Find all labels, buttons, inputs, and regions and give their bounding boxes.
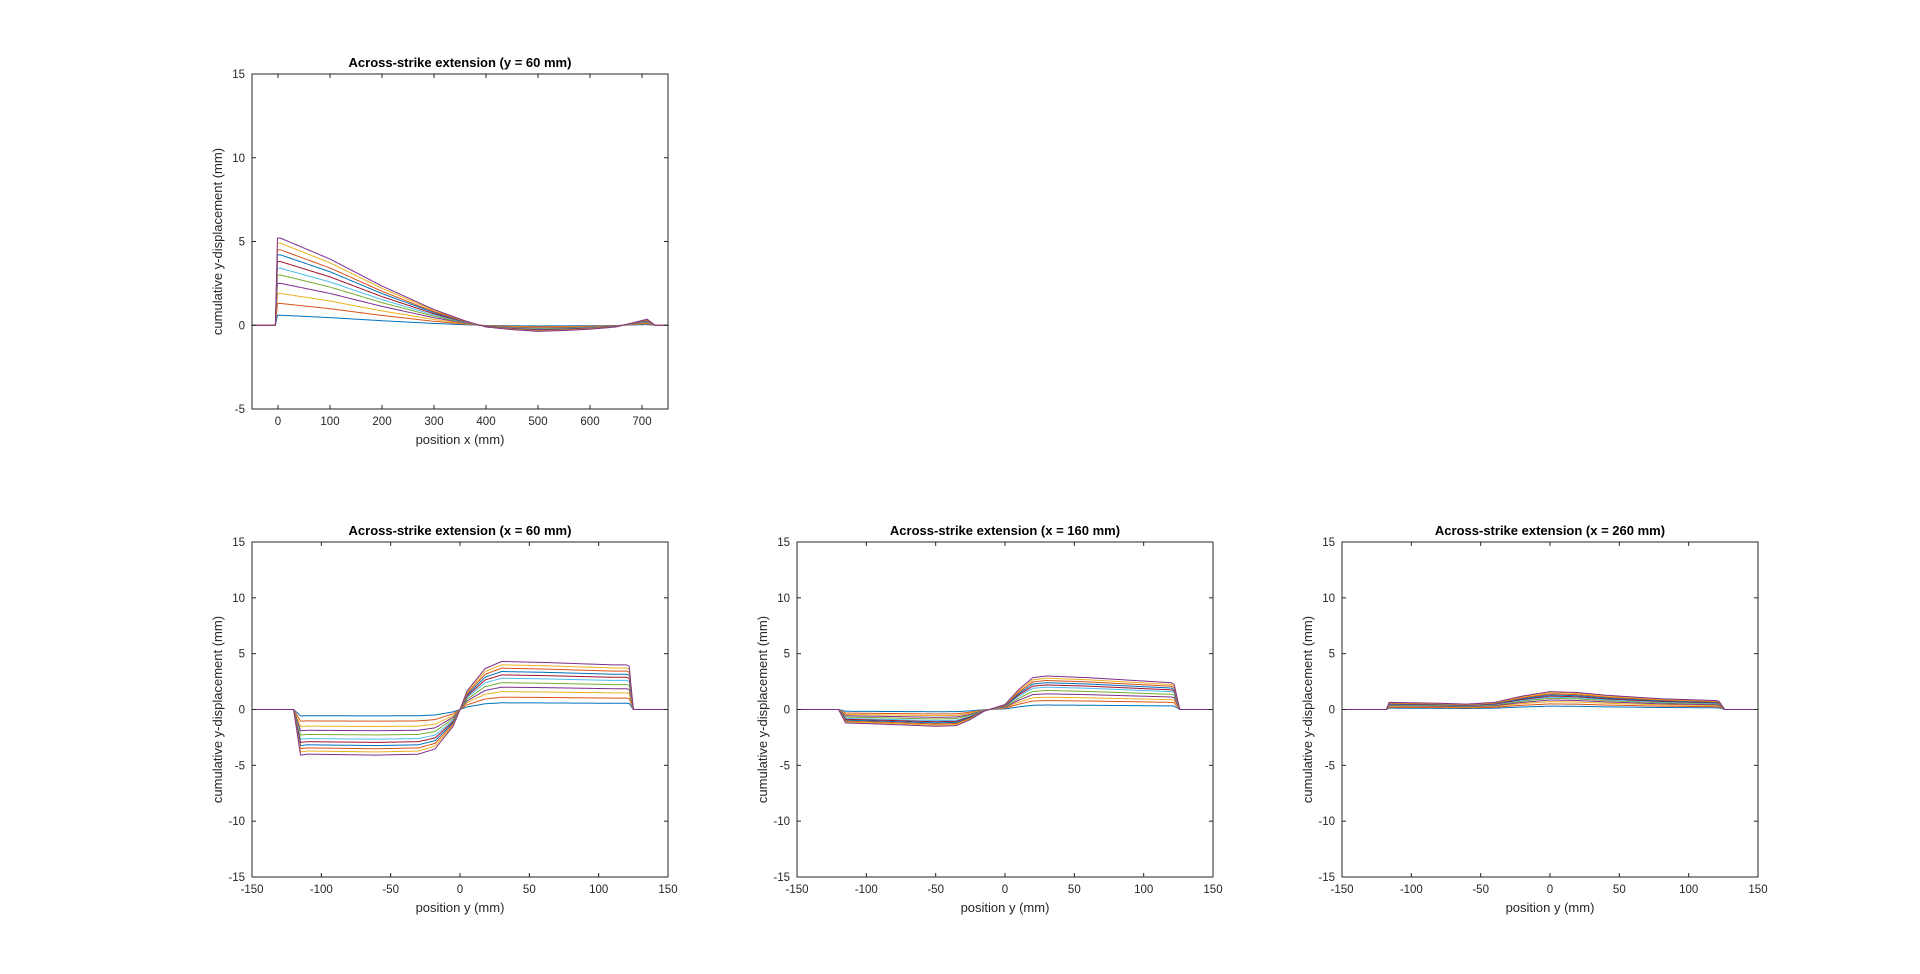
x-tick-label: 100 <box>320 416 339 428</box>
x-tick-label: 100 <box>589 884 608 896</box>
y-tick-label: -15 <box>773 872 790 884</box>
chart-4: -150 -100 -50 0 50 100 150-15-10-5051015Across… <box>1300 523 1768 915</box>
y-tick-label: 5 <box>239 649 245 661</box>
series-line-3 <box>797 696 1213 717</box>
plot-area <box>1342 542 1758 877</box>
chart-title: Across-strike extension (x = 260 mm) <box>1435 523 1665 538</box>
series-line-1 <box>1342 705 1758 710</box>
x-tick-label: 400 <box>476 416 495 428</box>
y-tick-label: 10 <box>1322 593 1335 605</box>
x-tick-label: -100 <box>1400 884 1423 896</box>
y-axis-label: cumulative y-displacement (mm) <box>755 616 770 803</box>
x-tick-label: 200 <box>372 416 391 428</box>
x-tick-label: 0 <box>1002 884 1008 896</box>
series-line-3 <box>1342 701 1758 710</box>
y-tick-label: 15 <box>777 537 790 549</box>
x-tick-label: -50 <box>382 884 399 896</box>
series-line-1 <box>797 704 1213 713</box>
x-tick-label: -150 <box>785 884 808 896</box>
y-tick-label: 0 <box>239 320 245 332</box>
x-tick-label: 100 <box>1134 884 1153 896</box>
y-tick-label: -5 <box>780 760 790 772</box>
series-line-11 <box>252 660 668 756</box>
y-tick-label: -10 <box>773 816 790 828</box>
y-axis-label: cumulative y-displacement (mm) <box>1300 616 1315 803</box>
plot-area <box>252 74 668 409</box>
x-tick-label: 50 <box>1613 884 1626 896</box>
x-axis-label: position y (mm) <box>961 900 1050 915</box>
x-tick-label: 150 <box>658 884 677 896</box>
y-axis-label: cumulative y-displacement (mm) <box>210 148 225 335</box>
x-tick-label: 700 <box>632 416 651 428</box>
x-tick-label: 150 <box>1203 884 1222 896</box>
x-tick-label: -50 <box>1472 884 1489 896</box>
y-tick-label: -15 <box>1318 872 1335 884</box>
x-tick-label: 600 <box>580 416 599 428</box>
chart-title: Across-strike extension (y = 60 mm) <box>349 55 572 70</box>
x-tick-label: -100 <box>310 884 333 896</box>
x-tick-label: 0 <box>275 416 281 428</box>
y-tick-label: 5 <box>1329 649 1335 661</box>
y-tick-label: 15 <box>1322 537 1335 549</box>
x-axis-label: position x (mm) <box>416 432 505 447</box>
x-tick-label: 50 <box>1068 884 1081 896</box>
x-tick-label: 100 <box>1679 884 1698 896</box>
plot-area <box>797 542 1213 877</box>
y-tick-label: 10 <box>232 593 245 605</box>
y-tick-label: 0 <box>784 705 790 717</box>
chart-3: -150 -100 -50 0 50 100 150-15-10-5051015Across… <box>755 523 1223 915</box>
series-line-4 <box>797 693 1213 718</box>
y-tick-label: 10 <box>777 593 790 605</box>
x-tick-label: -50 <box>927 884 944 896</box>
y-tick-label: 5 <box>784 649 790 661</box>
y-tick-label: -5 <box>235 760 245 772</box>
y-tick-label: 5 <box>239 237 245 249</box>
x-tick-label: -150 <box>1330 884 1353 896</box>
y-tick-label: 15 <box>232 69 245 81</box>
y-tick-label: -5 <box>235 404 245 416</box>
x-tick-label: 300 <box>424 416 443 428</box>
series-line-11 <box>1342 691 1758 710</box>
y-tick-label: 0 <box>1329 705 1335 717</box>
x-tick-label: 50 <box>523 884 536 896</box>
series-line-11 <box>797 675 1213 727</box>
series-line-2 <box>1342 703 1758 710</box>
x-tick-label: 0 <box>457 884 463 896</box>
x-axis-label: position y (mm) <box>416 900 505 915</box>
y-axis-label: cumulative y-displacement (mm) <box>210 616 225 803</box>
y-tick-label: -10 <box>1318 816 1335 828</box>
series-line-11 <box>252 237 668 332</box>
x-tick-label: -100 <box>855 884 878 896</box>
y-tick-label: 10 <box>232 153 245 165</box>
chart-2: -150 -100 -50 0 50 100 150-15-10-5051015Across… <box>210 523 678 915</box>
series-line-5 <box>797 690 1213 720</box>
x-tick-label: -150 <box>240 884 263 896</box>
x-axis-label: position y (mm) <box>1506 900 1595 915</box>
y-tick-label: 15 <box>232 537 245 549</box>
chart-1: 0 100 200 300 400 500 600 700 -5 0 5 10 15 Across-str… <box>210 55 669 447</box>
chart-title: Across-strike extension (x = 60 mm) <box>349 523 572 538</box>
series-line-4 <box>1342 699 1758 710</box>
x-tick-label: 500 <box>528 416 547 428</box>
y-tick-label: -10 <box>228 816 245 828</box>
y-tick-label: -15 <box>228 872 245 884</box>
series-line-2 <box>797 700 1213 715</box>
y-tick-label: 0 <box>239 705 245 717</box>
x-tick-label: 150 <box>1748 884 1767 896</box>
x-tick-label: 0 <box>1547 884 1553 896</box>
y-tick-label: -5 <box>1325 760 1335 772</box>
chart-title: Across-strike extension (x = 160 mm) <box>890 523 1120 538</box>
